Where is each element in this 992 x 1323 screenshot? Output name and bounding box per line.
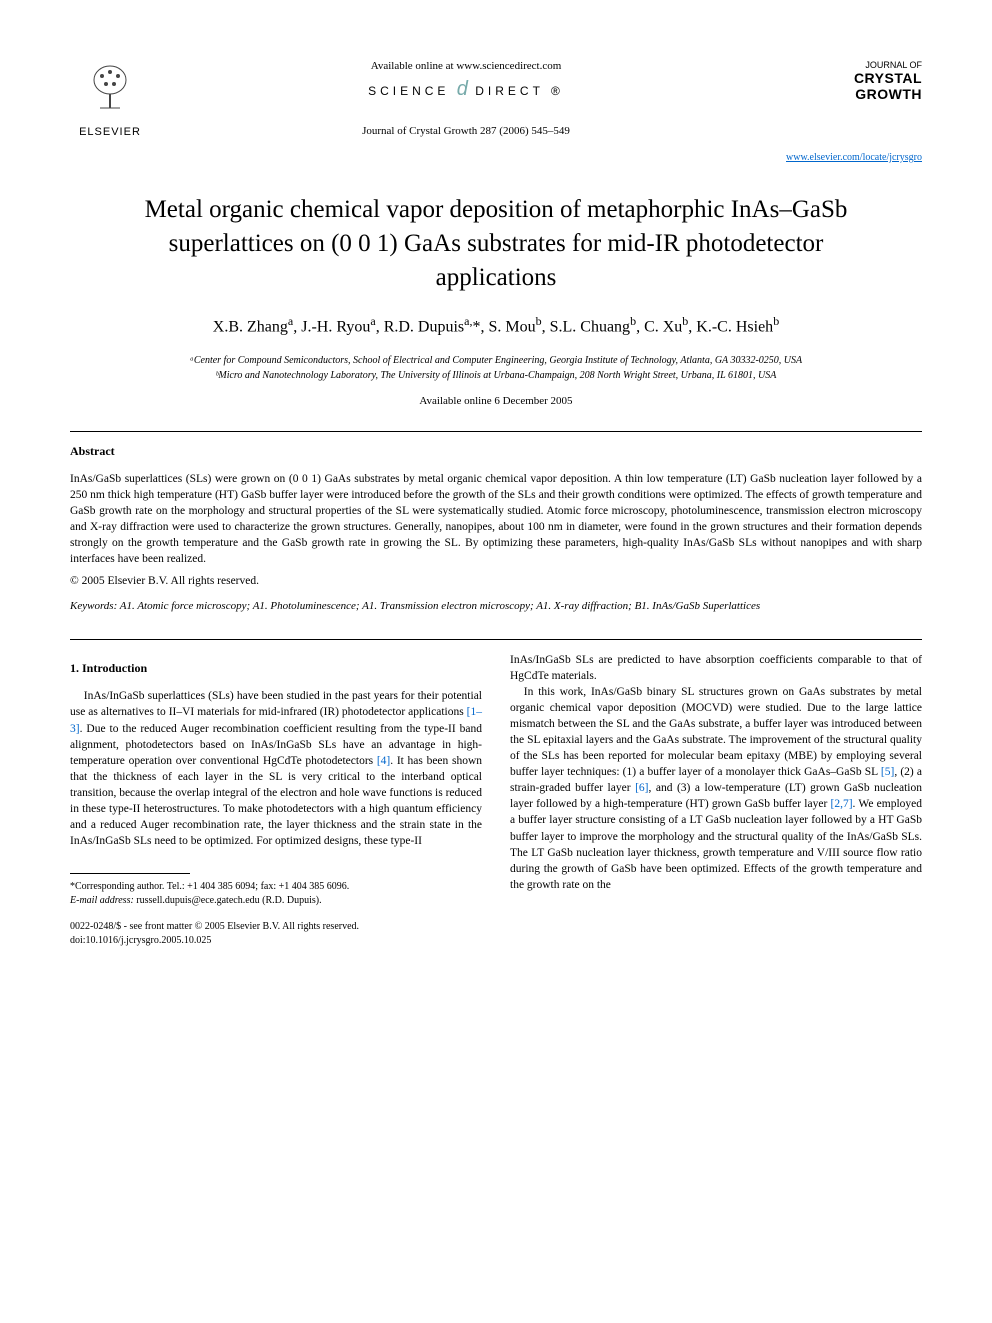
doi-line: doi:10.1016/j.jcrysgro.2005.10.025	[70, 934, 482, 948]
column-left: 1. Introduction InAs/InGaSb superlattice…	[70, 652, 482, 949]
intro-paragraph-2: In this work, InAs/GaSb binary SL struct…	[510, 684, 922, 893]
section-1-heading: 1. Introduction	[70, 660, 482, 677]
keywords: Keywords: A1. Atomic force microscopy; A…	[70, 599, 922, 614]
affiliations: ᵃCenter for Compound Semiconductors, Sch…	[70, 353, 922, 383]
page-header: ELSEVIER Available online at www.science…	[70, 60, 922, 163]
elsevier-logo: ELSEVIER	[70, 60, 150, 138]
cite-2-7[interactable]: [2,7]	[830, 798, 852, 810]
center-header: Available online at www.sciencedirect.co…	[150, 60, 782, 141]
cite-5[interactable]: [5]	[881, 766, 894, 778]
sd-d-icon: d	[457, 78, 468, 100]
footnote-rule	[70, 873, 190, 874]
corr-line-2: E-mail address: russell.dupuis@ece.gatec…	[70, 894, 482, 908]
cite-1-3[interactable]: [1–3]	[70, 706, 482, 734]
journal-name-1: CRYSTAL	[782, 70, 922, 86]
abstract-heading: Abstract	[70, 444, 922, 459]
corresponding-author: *Corresponding author. Tel.: +1 404 385 …	[70, 880, 482, 908]
affiliation-b: ᵇMicro and Nanotechnology Laboratory, Th…	[70, 368, 922, 383]
publisher-name: ELSEVIER	[70, 126, 150, 138]
cite-6[interactable]: [6]	[635, 782, 648, 794]
journal-reference: Journal of Crystal Growth 287 (2006) 545…	[150, 125, 782, 137]
available-online-date: Available online 6 December 2005	[70, 395, 922, 407]
journal-homepage-link[interactable]: www.elsevier.com/locate/jcrysgro	[782, 152, 922, 163]
affiliation-a: ᵃCenter for Compound Semiconductors, Sch…	[70, 353, 922, 368]
abstract-text: InAs/GaSb superlattices (SLs) were grown…	[70, 471, 922, 568]
author-list: X.B. Zhanga, J.-H. Ryoua, R.D. Dupuisa,*…	[70, 314, 922, 336]
intro-paragraph-1: InAs/InGaSb superlattices (SLs) have bee…	[70, 688, 482, 849]
available-online-text: Available online at www.sciencedirect.co…	[150, 60, 782, 72]
cite-4[interactable]: [4]	[377, 755, 390, 767]
issn-line: 0022-0248/$ - see front matter © 2005 El…	[70, 920, 482, 934]
sd-reg-icon: ®	[551, 84, 564, 98]
article-title: Metal organic chemical vapor deposition …	[110, 193, 882, 294]
journal-of-label: JOURNAL OF	[782, 60, 922, 70]
science-direct-logo: SCIENCE d DIRECT ®	[150, 78, 782, 101]
rule-bottom	[70, 639, 922, 640]
intro-continuation: InAs/InGaSb SLs are predicted to have ab…	[510, 652, 922, 684]
sd-word2: DIRECT	[475, 84, 543, 98]
copyright-line: © 2005 Elsevier B.V. All rights reserved…	[70, 575, 922, 587]
corr-line-1: *Corresponding author. Tel.: +1 404 385 …	[70, 880, 482, 894]
journal-name-2: GROWTH	[782, 86, 922, 102]
sd-word1: SCIENCE	[368, 84, 449, 98]
rule-top	[70, 431, 922, 432]
column-right: InAs/InGaSb SLs are predicted to have ab…	[510, 652, 922, 949]
footer-bottom: 0022-0248/$ - see front matter © 2005 El…	[70, 920, 482, 948]
right-header: JOURNAL OF CRYSTAL GROWTH www.elsevier.c…	[782, 60, 922, 163]
body-columns: 1. Introduction InAs/InGaSb superlattice…	[70, 652, 922, 949]
elsevier-tree-icon	[70, 60, 150, 126]
